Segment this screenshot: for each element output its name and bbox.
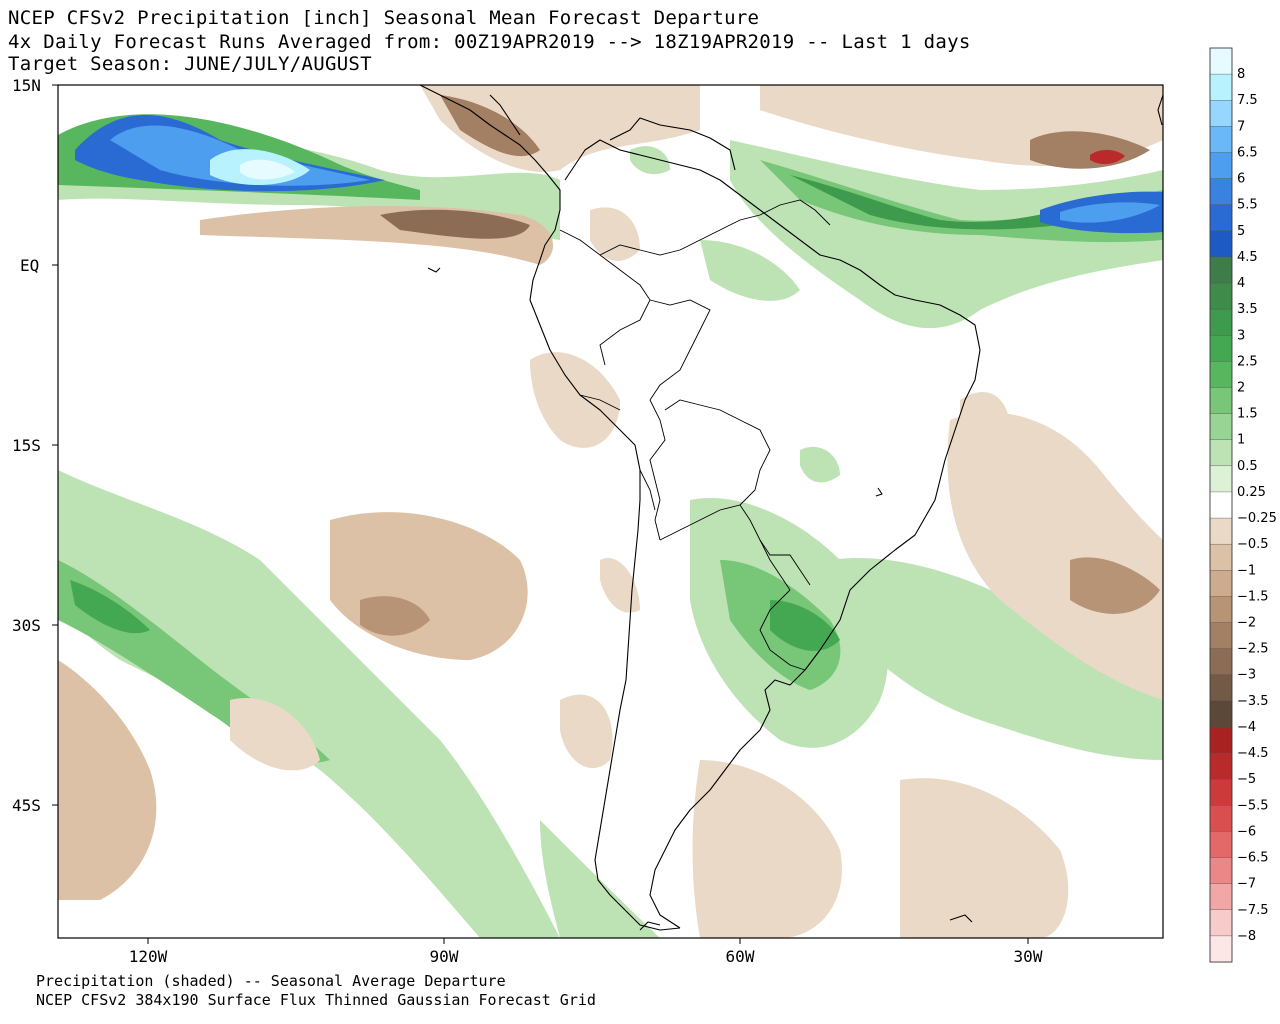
colorbar-swatch [1209,805,1233,832]
colorbar-label: 8 [1237,67,1245,82]
colorbar-label: 4.5 [1237,250,1258,265]
colorbar-swatch [1209,465,1233,493]
colorbar-label: −6 [1237,824,1256,839]
map-subtitle-runs: 4x Daily Forecast Runs Averaged from: 00… [8,31,971,53]
colorbar-label: 4 [1237,276,1245,291]
colorbar-label: 6.5 [1237,145,1258,160]
colorbar-swatch [1209,178,1233,206]
colorbar-swatch [1209,413,1233,441]
lat-label: 15S [12,436,41,455]
colorbar-label: 5 [1237,224,1245,239]
colorbar-swatch [1209,883,1233,911]
lon-label: 60W [726,947,755,966]
colorbar-swatch [1209,47,1233,75]
colorbar-label: −7.5 [1237,903,1269,918]
colorbar-label: 3.5 [1237,302,1258,317]
map-title: NCEP CFSv2 Precipitation [inch] Seasonal… [8,7,760,29]
colorbar-swatch [1209,256,1233,284]
lon-label: 30W [1014,947,1043,966]
map-subtitle-season: Target Season: JUNE/JULY/AUGUST [8,53,372,75]
colorbar-swatch [1209,491,1233,519]
colorbar-label: −0.25 [1237,511,1277,526]
footer-grid-note: NCEP CFSv2 384x190 Surface Flux Thinned … [36,991,596,1009]
lon-label: 90W [430,947,459,966]
colorbar-label: −5 [1237,772,1256,787]
colorbar-swatch [1209,779,1233,806]
colorbar-swatch [1209,726,1233,754]
colorbar-label: 7.5 [1237,93,1258,108]
colorbar-frame [1209,47,1233,963]
country-borders [559,199,831,671]
colorbar-swatch [1209,335,1233,362]
colorbar-label: 5.5 [1237,198,1258,213]
colorbar-swatch [1209,857,1233,885]
colorbar-swatch [1209,570,1233,597]
colorbar-label: −7 [1237,877,1256,892]
colorbar-label: −8 [1237,929,1256,944]
colorbar-swatch [1209,909,1233,937]
colorbar-label: −4.5 [1237,746,1269,761]
colorbar-swatch [1209,152,1233,180]
colorbar-label: 2 [1237,380,1245,395]
colorbar-label: 0.25 [1237,485,1266,500]
lat-axis-labels: 15N EQ 15S 30S 45S [12,76,41,815]
colorbar-label: 3 [1237,328,1245,343]
map-frame [57,84,1164,939]
map-field [58,85,1163,938]
colorbar-label: −2 [1237,616,1256,631]
colorbar-label: 0.5 [1237,459,1258,474]
coastline [419,84,1164,931]
colorbar-label: 1.5 [1237,407,1258,422]
colorbar-swatch [1209,204,1233,232]
colorbar-swatch [1209,543,1233,571]
lon-label: 120W [129,947,168,966]
colorbar-swatch [1209,935,1233,963]
colorbar-label: −2.5 [1237,642,1269,657]
lat-label: 15N [12,76,41,95]
colorbar-swatch [1209,517,1233,545]
colorbar-label: 1 [1237,433,1245,448]
colorbar-label: 7 [1237,119,1245,134]
colorbar-label: 6 [1237,172,1245,187]
colorbar-swatch [1209,282,1233,310]
colorbar-swatch [1209,752,1233,780]
colorbar-label: −1 [1237,563,1256,578]
axis-ticks [52,84,1029,944]
colorbar-swatch [1209,361,1233,388]
colorbar: 8 7.5 7 6.5 6 5.5 5 4.5 4 3.5 3 2.5 2 1.5 1 0.5 0.25 −0.2… [1209,47,1277,963]
colorbar-label: −3.5 [1237,694,1269,709]
colorbar-label: −5.5 [1237,798,1269,813]
colorbar-swatch [1209,648,1233,676]
footer-shading-note: Precipitation (shaded) -- Seasonal Avera… [36,972,506,990]
lat-label: 45S [12,796,41,815]
colorbar-swatch [1209,700,1233,728]
colorbar-swatch [1209,126,1233,153]
colorbar-swatch [1209,387,1233,415]
lat-label: EQ [20,256,39,275]
colorbar-swatch [1209,596,1233,624]
colorbar-swatch [1209,674,1233,702]
colorbar-label: −1.5 [1237,589,1269,604]
lat-label: 30S [12,616,41,635]
colorbar-swatch [1209,100,1233,127]
colorbar-label: −6.5 [1237,851,1269,866]
colorbar-swatch [1209,439,1233,467]
colorbar-label: 2.5 [1237,354,1258,369]
colorbar-label: −0.5 [1237,537,1269,552]
colorbar-label: −3 [1237,668,1256,683]
colorbar-label: −4 [1237,720,1256,735]
colorbar-swatch [1209,73,1233,101]
colorbar-swatch [1209,622,1233,650]
lon-axis-labels: 120W 90W 60W 30W [129,947,1043,966]
colorbar-swatch [1209,308,1233,336]
colorbar-swatch [1209,831,1233,859]
colorbar-swatch [1209,230,1233,258]
